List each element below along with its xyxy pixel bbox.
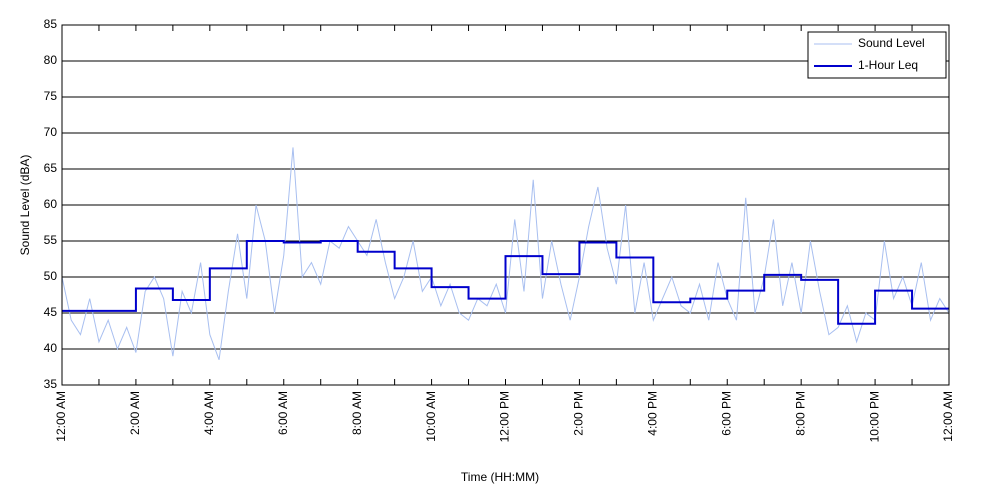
legend-label: Sound Level	[858, 36, 925, 50]
x-tick-label: 10:00 AM	[424, 391, 438, 442]
y-tick-label: 40	[44, 341, 58, 355]
y-tick-label: 65	[44, 161, 58, 175]
x-tick-label: 2:00 AM	[128, 391, 142, 435]
legend-label: 1-Hour Leq	[858, 58, 918, 72]
x-tick-label: 2:00 PM	[572, 391, 586, 436]
y-tick-label: 60	[44, 197, 58, 211]
x-tick-label: 4:00 PM	[646, 391, 660, 436]
sound-line	[61, 147, 950, 360]
y-tick-label: 35	[44, 377, 58, 391]
y-tick-label: 70	[44, 125, 58, 139]
x-tick-label: 12:00 PM	[498, 391, 512, 442]
legend-box	[807, 31, 947, 79]
y-axis-label: Sound Level (dBA)	[18, 155, 32, 256]
x-tick-label: 6:00 PM	[719, 391, 733, 436]
x-tick-label: 12:00 AM	[54, 391, 68, 442]
leq-line	[62, 240, 949, 325]
x-tick-label: 10:00 PM	[867, 391, 881, 442]
plot-frame	[61, 24, 950, 386]
y-tick-label: 50	[44, 269, 58, 283]
y-tick-label: 45	[44, 305, 58, 319]
x-tick-label: 12:00 AM	[941, 391, 955, 442]
x-tick-label: 6:00 AM	[276, 391, 290, 435]
x-tick-label: 8:00 PM	[793, 391, 807, 436]
x-tick-label: 8:00 AM	[350, 391, 364, 435]
y-tick-label: 55	[44, 233, 58, 247]
y-tick-label: 80	[44, 53, 58, 67]
y-tick-label: 85	[44, 17, 58, 31]
x-tick-label: 4:00 AM	[202, 391, 216, 435]
y-tick-label: 75	[44, 89, 58, 103]
x-axis-label: Time (HH:MM)	[461, 470, 539, 484]
